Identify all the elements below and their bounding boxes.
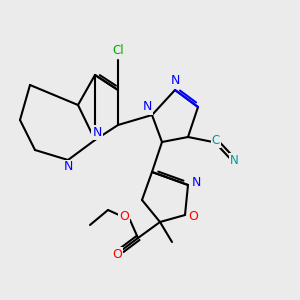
Text: N: N: [63, 160, 73, 173]
Text: O: O: [112, 248, 122, 260]
Text: N: N: [191, 176, 201, 190]
Text: N: N: [92, 125, 102, 139]
Text: C: C: [212, 134, 220, 148]
Text: O: O: [188, 211, 198, 224]
Text: O: O: [119, 209, 129, 223]
Text: Cl: Cl: [112, 44, 124, 58]
Text: N: N: [170, 74, 180, 88]
Text: N: N: [230, 154, 238, 166]
Text: N: N: [142, 100, 152, 113]
